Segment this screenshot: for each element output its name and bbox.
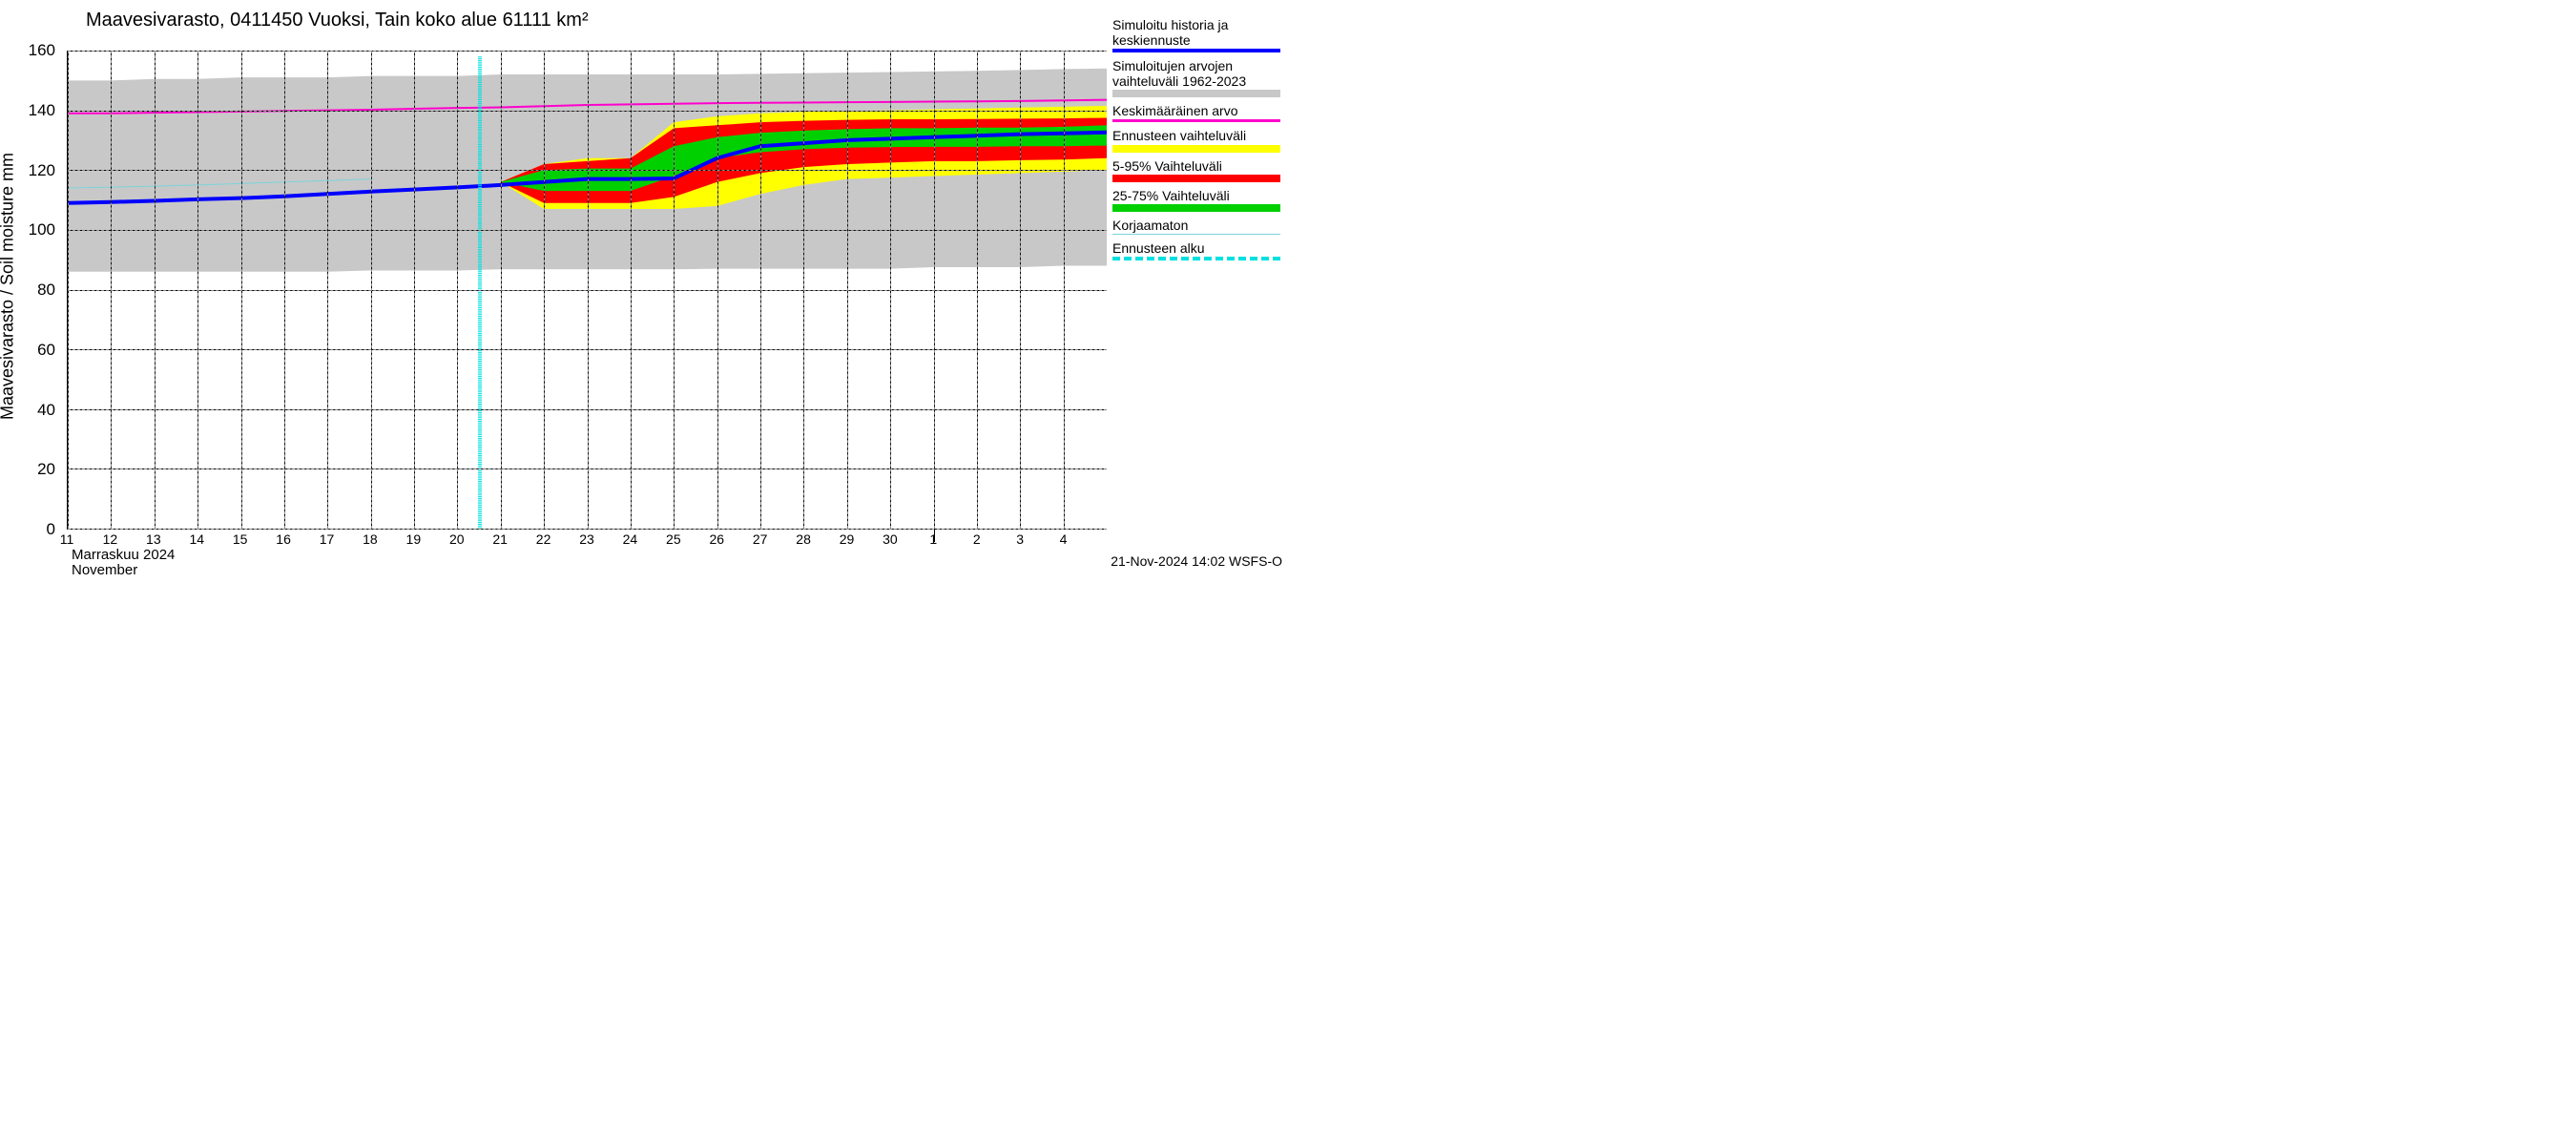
x-tick-label: 22 [536,531,551,547]
legend-swatch [1112,204,1280,212]
gridline-v [674,51,675,529]
x-tick-label: 4 [1060,531,1068,547]
x-tick-label: 15 [233,531,248,547]
gridline-v [371,51,372,529]
legend-label: Korjaamaton [1112,218,1280,233]
legend-label: Ennusteen vaihteluväli [1112,128,1280,143]
gridline-v [847,51,848,529]
legend-item: Keskimääräinen arvo [1112,103,1280,122]
x-month-fi: Marraskuu 2024 [72,547,175,563]
legend-swatch [1112,90,1280,97]
x-tick-label: 30 [883,531,898,547]
x-tick-label: 18 [363,531,378,547]
x-tick-label: 23 [579,531,594,547]
gridline-v [1020,51,1021,529]
x-tick-label: 19 [406,531,422,547]
x-tick-label: 12 [103,531,118,547]
x-tick-label: 27 [753,531,768,547]
legend-label: 25-75% Vaihteluväli [1112,188,1280,203]
y-tick: 120 [29,161,55,180]
x-tick-label: 3 [1016,531,1024,547]
x-tick-label: 28 [796,531,811,547]
gridline-v [760,51,761,529]
y-tick: 20 [37,460,55,479]
legend-swatch [1112,175,1280,182]
gridline-v [977,51,978,529]
gridline-v [1064,51,1065,529]
chart-title: Maavesivarasto, 0411450 Vuoksi, Tain kok… [57,10,1107,31]
y-tick: 80 [37,281,55,300]
gridline-v [457,51,458,529]
y-tick: 0 [47,520,55,539]
x-tick-label: 1 [929,531,937,547]
chart-plot [67,51,1107,530]
legend-item: Ennusteen alku [1112,240,1280,260]
y-tick: 60 [37,341,55,360]
footer-note: 21-Nov-2024 14:02 WSFS-O [1111,553,1282,569]
gridline-v [890,51,891,529]
gridline-v [501,51,502,529]
gridline-v [631,51,632,529]
gridline-v [414,51,415,529]
legend-swatch [1112,234,1280,236]
legend-item: Korjaamaton [1112,218,1280,236]
legend-label: 5-95% Vaihteluväli [1112,158,1280,174]
y-tick: 40 [37,401,55,420]
gridline-v [327,51,328,529]
y-tick: 100 [29,220,55,239]
y-tick: 160 [29,41,55,60]
gridline-v [111,51,112,529]
x-tick-label: 26 [709,531,724,547]
gridline-v [934,51,935,529]
legend-label: Simuloitujen arvojen vaihteluväli 1962-2… [1112,58,1280,89]
y-tick: 140 [29,101,55,120]
x-tick-label: 20 [449,531,465,547]
legend-item: Simuloitujen arvojen vaihteluväli 1962-2… [1112,58,1280,97]
gridline-v [241,51,242,529]
x-tick-label: 2 [973,531,981,547]
legend-swatch [1112,257,1280,260]
legend-item: 25-75% Vaihteluväli [1112,188,1280,212]
gridline-v [197,51,198,529]
x-tick-label: 25 [666,531,681,547]
legend-item: Simuloitu historia ja keskiennuste [1112,17,1280,52]
x-month-en: November [72,562,137,578]
legend-label: Keskimääräinen arvo [1112,103,1280,118]
gridline-v [544,51,545,529]
gridline-v [803,51,804,529]
legend-swatch [1112,145,1280,153]
x-tick-label: 16 [276,531,291,547]
x-tick-label: 17 [320,531,335,547]
legend-item: 5-95% Vaihteluväli [1112,158,1280,182]
gridline-v [68,51,69,529]
gridline-v [284,51,285,529]
gridline-v [155,51,156,529]
x-tick-label: 13 [146,531,161,547]
gridline-v [588,51,589,529]
x-tick-label: 21 [492,531,508,547]
legend-swatch [1112,119,1280,122]
x-tick-label: 11 [60,531,74,547]
x-tick-label: 14 [189,531,204,547]
gridline-v [717,51,718,529]
legend-label: Simuloitu historia ja keskiennuste [1112,17,1280,48]
x-tick-label: 24 [623,531,638,547]
legend-item: Ennusteen vaihteluväli [1112,128,1280,152]
legend: Simuloitu historia ja keskiennuste Simulo… [1107,0,1288,572]
legend-label: Ennusteen alku [1112,240,1280,256]
x-tick-label: 29 [840,531,855,547]
legend-swatch [1112,49,1280,52]
